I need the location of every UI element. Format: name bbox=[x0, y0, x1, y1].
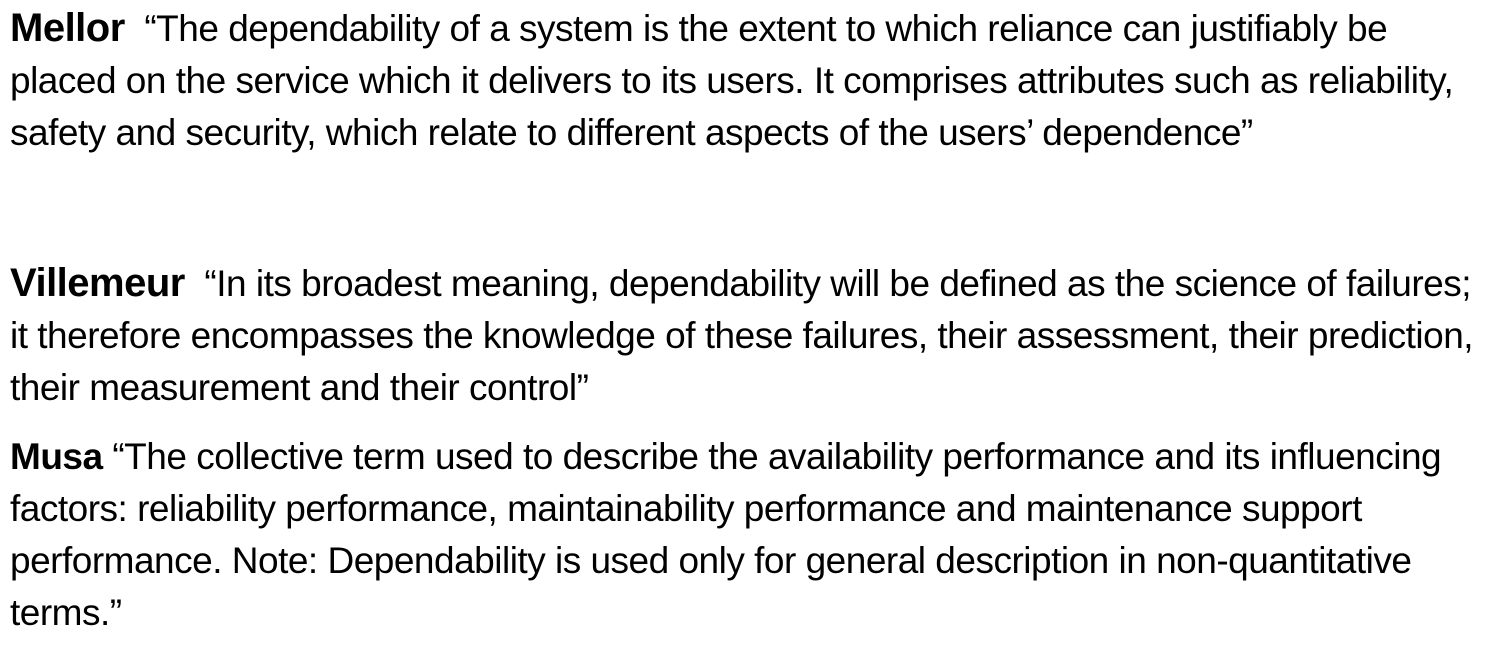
definition-musa: Musa “The collective term used to descri… bbox=[10, 431, 1495, 639]
definition-quote: “In its broadest meaning, dependability … bbox=[10, 263, 1474, 408]
definition-quote: “The collective term used to describe th… bbox=[10, 436, 1442, 633]
author-name: Villemeur bbox=[10, 261, 185, 305]
author-name: Mellor bbox=[10, 6, 125, 50]
definition-villemeur: Villemeur “In its broadest meaning, depe… bbox=[10, 257, 1495, 414]
author-name: Musa bbox=[10, 436, 103, 477]
definition-quote: “The dependability of a system is the ex… bbox=[10, 8, 1454, 153]
definition-mellor: Mellor “The dependability of a system is… bbox=[10, 2, 1495, 159]
